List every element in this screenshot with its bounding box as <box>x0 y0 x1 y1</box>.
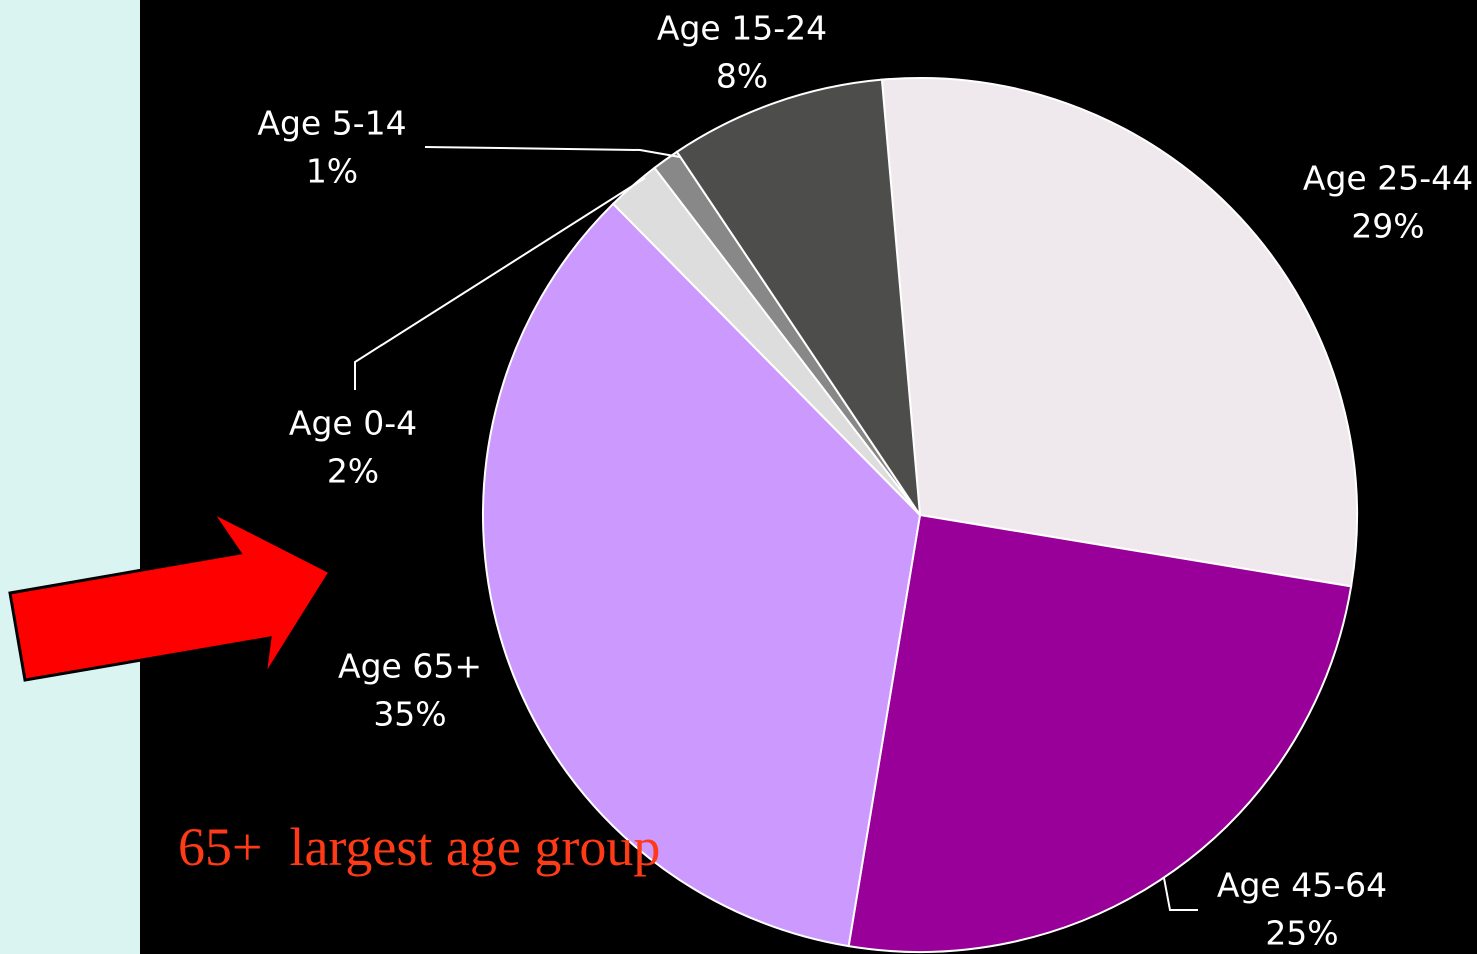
value-label: 29% <box>1351 207 1424 246</box>
value-label: 8% <box>716 57 768 96</box>
slice-label: Age 65+ <box>338 647 482 686</box>
slice-label: Age 45-64 <box>1217 866 1387 905</box>
leader-line <box>424 146 681 158</box>
annotation: 65+ largest age group <box>178 817 661 877</box>
leader-line <box>1163 877 1198 911</box>
value-label: 2% <box>327 452 379 491</box>
leader-line <box>354 177 646 390</box>
side-panel <box>0 0 140 954</box>
slice-label: Age 15-24 <box>657 9 827 48</box>
value-label: 25% <box>1265 914 1338 953</box>
slice <box>880 77 1358 588</box>
slice <box>675 78 921 516</box>
arrow <box>8 510 333 682</box>
slice <box>847 513 1353 953</box>
value-label: 1% <box>306 152 358 191</box>
slice <box>482 202 922 948</box>
slice-label: Age 0-4 <box>289 404 417 443</box>
slice-label: Age 25-44 <box>1303 159 1473 198</box>
slice-label: Age 5-14 <box>257 104 406 143</box>
value-label: 35% <box>373 695 446 734</box>
